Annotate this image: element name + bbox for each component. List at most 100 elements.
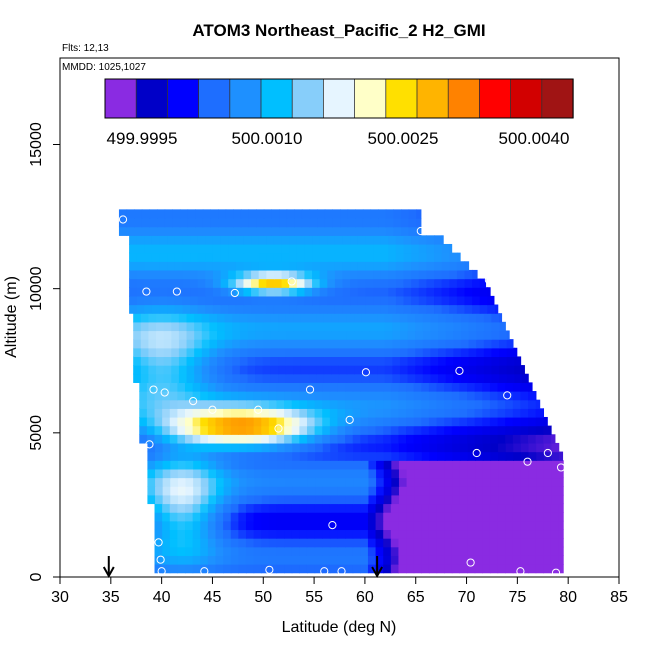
heatmap-cell (159, 278, 168, 288)
heatmap-cell (383, 503, 392, 513)
heatmap-cell (178, 347, 188, 358)
heatmap-cell (367, 425, 377, 435)
heatmap-cell (133, 339, 142, 349)
heatmap-cell (147, 451, 156, 461)
colorbar-swatch (260, 78, 293, 119)
heatmap-cell (421, 416, 430, 427)
heatmap-cell (223, 399, 232, 409)
heatmap-cell (444, 434, 453, 444)
heatmap-cell (418, 269, 427, 280)
sample-point (305, 385, 315, 394)
heatmap-cell (263, 226, 273, 236)
heatmap-cell (304, 252, 313, 262)
heatmap-cell (347, 209, 356, 219)
heatmap-cell (278, 330, 287, 340)
heatmap-cell (535, 546, 544, 556)
heatmap-cell (178, 373, 188, 383)
heatmap-cell (406, 460, 415, 470)
heatmap-cell (489, 382, 499, 392)
heatmap-cell (426, 295, 435, 306)
heatmap-cell (329, 416, 339, 427)
heatmap-cell (126, 226, 135, 236)
heatmap-cell (383, 564, 392, 574)
heatmap-cell (315, 460, 324, 470)
heatmap-cell (376, 460, 385, 470)
heatmap-cell (451, 564, 461, 574)
heatmap-cell (232, 356, 241, 366)
heatmap-cell (245, 538, 255, 548)
heatmap-cell (162, 451, 171, 461)
heatmap-cell (413, 529, 422, 539)
heatmap-cell (413, 520, 422, 531)
heatmap-cell (346, 356, 355, 366)
heatmap-cell (535, 399, 541, 409)
heatmap-cell (361, 365, 371, 375)
heatmap-cell (291, 546, 300, 556)
heatmap-cell (232, 373, 241, 383)
heatmap-cell (169, 382, 178, 392)
heatmap-cell (345, 546, 354, 556)
heatmap-cell (251, 304, 260, 314)
heatmap-cell (156, 347, 165, 358)
heatmap-cell (505, 391, 514, 401)
heatmap-cell (491, 330, 500, 340)
heatmap-cell (398, 520, 407, 531)
chart-title: ATOM3 Northeast_Pacific_2 H2_GMI (192, 21, 485, 40)
heatmap-cell (329, 399, 339, 409)
heatmap-cell (308, 313, 317, 323)
heatmap-cell (422, 321, 432, 332)
heatmap-cell (174, 287, 184, 297)
heatmap-cell (489, 546, 499, 556)
heatmap-cell (263, 218, 273, 228)
heatmap-cell (215, 416, 224, 427)
heatmap-cell (306, 512, 316, 522)
heatmap-cell (225, 226, 234, 236)
heatmap-cell (350, 261, 359, 271)
heatmap-cell (201, 313, 211, 323)
sample-point (484, 275, 494, 285)
heatmap-cell (390, 416, 400, 427)
heatmap-cell (209, 321, 218, 332)
heatmap-cell (223, 460, 232, 470)
flights-label: Flts: 12,13 (62, 43, 109, 54)
heatmap-cell (346, 365, 355, 375)
heatmap-cell (490, 468, 499, 479)
heatmap-cell (182, 269, 191, 280)
heatmap-cell (223, 564, 232, 574)
heatmap-cell (384, 347, 393, 358)
heatmap-cell (314, 546, 323, 556)
heatmap-cell (543, 460, 553, 470)
heatmap-cell (430, 365, 439, 375)
heatmap-cell (345, 520, 354, 531)
heatmap-cell (347, 218, 356, 228)
heatmap-cell (245, 555, 255, 565)
heatmap-cell (317, 218, 326, 228)
heatmap-cell (129, 269, 138, 280)
heatmap-cell (149, 209, 158, 219)
heatmap-cell (375, 529, 384, 539)
heatmap-cell (312, 261, 321, 271)
heatmap-cell (201, 321, 211, 332)
heatmap-cell (346, 373, 355, 383)
heatmap-cell (223, 434, 232, 444)
heatmap-cell (223, 503, 232, 513)
heatmap-cell (474, 399, 483, 409)
heatmap-cell (169, 399, 178, 409)
heatmap-cell (144, 243, 153, 254)
heatmap-cell (197, 304, 206, 314)
heatmap-cell (210, 218, 219, 228)
heatmap-cell (174, 269, 184, 280)
heatmap-cell (459, 442, 469, 453)
heatmap-cell (266, 261, 275, 271)
heatmap-cell (261, 546, 270, 556)
heatmap-cell (300, 373, 310, 383)
heatmap-cell (528, 555, 537, 565)
heatmap-cell (223, 391, 232, 401)
heatmap-cell (337, 382, 346, 392)
heatmap-cell (352, 512, 361, 522)
heatmap-cell (456, 295, 466, 306)
heatmap-cell (369, 313, 378, 323)
heatmap-cell (483, 313, 493, 323)
heatmap-cell (421, 564, 430, 574)
heatmap-cell (482, 434, 491, 444)
